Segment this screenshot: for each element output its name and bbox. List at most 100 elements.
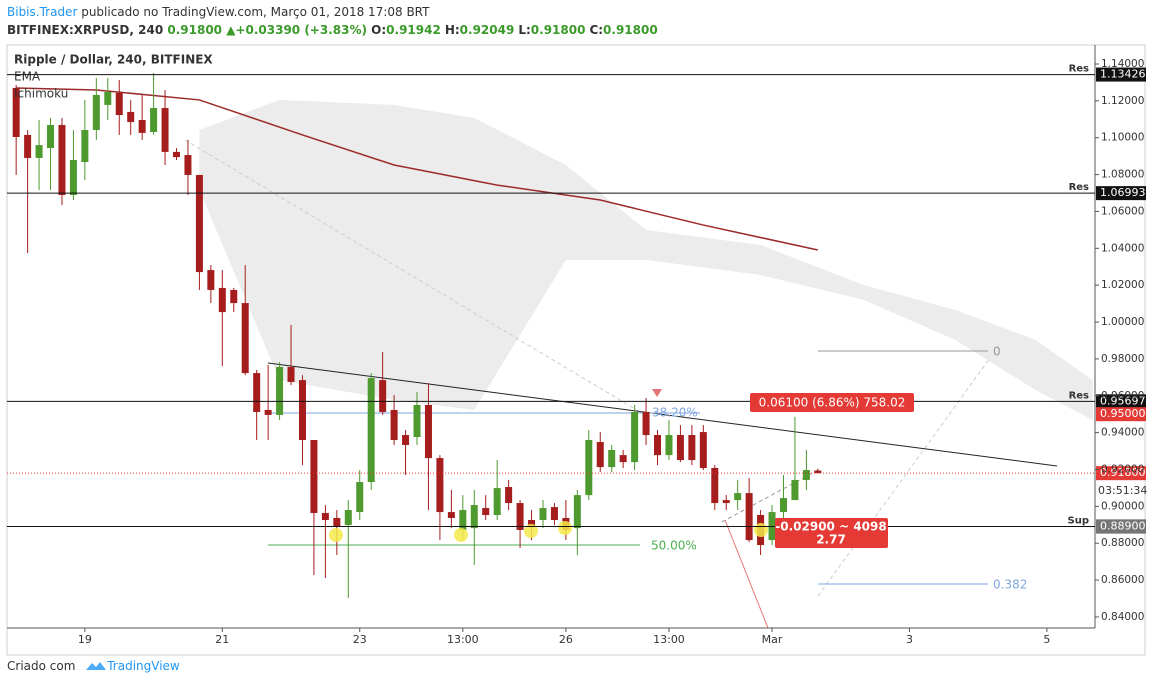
- candle-body: [184, 155, 192, 175]
- candle-body: [619, 455, 627, 463]
- dashed-guide: [184, 139, 641, 413]
- x-tick-label: 21: [215, 633, 229, 646]
- x-tick-label: 19: [78, 633, 92, 646]
- ohlc-value: 0.92049: [459, 23, 515, 37]
- chart-title: Ripple / Dollar, 240, BITFINEX: [14, 53, 213, 67]
- ema-line: [16, 87, 819, 251]
- measure-box: [750, 393, 914, 412]
- candle-body: [573, 495, 581, 529]
- candle-body: [379, 380, 387, 412]
- legend-ema: EMA: [14, 70, 41, 84]
- candle-body: [699, 432, 707, 469]
- up-arrow: ▲: [226, 23, 236, 37]
- candle-body: [344, 510, 352, 525]
- ohlc-label: L:: [518, 23, 531, 37]
- candle-body: [596, 442, 604, 468]
- y-tick-label: 0.92000: [1101, 463, 1144, 475]
- ohlc-value: 0.91800: [530, 23, 586, 37]
- level-tag: Res: [1069, 182, 1089, 193]
- y-tick-label: 1.06000: [1101, 205, 1144, 217]
- candle-body: [172, 151, 180, 158]
- candle-body: [436, 458, 444, 513]
- measure-label: 2.77: [816, 533, 846, 547]
- level-price: 1.06993: [1100, 186, 1146, 199]
- candle-body: [493, 488, 501, 516]
- legend-ichimoku: Ichimoku: [14, 87, 68, 101]
- symbol-line: BITFINEX:XRPUSD, 240 0.91800 ▲+0.03390 (…: [7, 21, 662, 39]
- ohlc-label: C:: [589, 23, 604, 37]
- candle-body: [161, 108, 169, 152]
- y-tick-label: 1.12000: [1101, 95, 1144, 107]
- price-label: 0.95000: [1100, 407, 1146, 420]
- level-tag: Res: [1069, 390, 1089, 401]
- candle-body: [115, 92, 123, 116]
- candle-body: [528, 519, 536, 527]
- candle-body: [424, 404, 432, 459]
- plot-area: [12, 73, 1093, 628]
- price-label: 0.91800: [1100, 466, 1146, 479]
- candle-body: [81, 129, 89, 163]
- candle-body: [276, 367, 284, 415]
- candle-body: [550, 507, 558, 520]
- x-tick-label: 13:00: [653, 633, 685, 646]
- author[interactable]: Bibis.Trader: [7, 5, 78, 19]
- candle-body: [333, 517, 341, 527]
- touch-marker: [524, 524, 538, 538]
- brand[interactable]: TradingView: [107, 659, 180, 673]
- candle-body: [92, 94, 100, 130]
- candle-body: [802, 470, 810, 480]
- y-tick-label: 0.98000: [1101, 353, 1144, 365]
- y-tick-label: 1.00000: [1101, 316, 1144, 328]
- candle-body: [58, 124, 66, 196]
- candle-body: [367, 378, 375, 483]
- candle-body: [631, 411, 639, 463]
- candle-body: [230, 289, 238, 304]
- level-price-box: [1096, 186, 1146, 201]
- candle-body: [676, 435, 684, 461]
- candle-body: [722, 500, 730, 504]
- level-price-box: [1096, 394, 1146, 409]
- level-tag: Res: [1069, 64, 1089, 75]
- ohlc-label: O:: [371, 23, 387, 37]
- symbol: BITFINEX:XRPUSD, 240: [7, 23, 164, 37]
- x-tick-label: 13:00: [447, 633, 479, 646]
- candle-body: [356, 482, 364, 513]
- candle-body: [207, 270, 215, 290]
- y-tick-label: 0.84000: [1101, 611, 1144, 623]
- y-tick-label: 1.10000: [1101, 132, 1144, 144]
- ichimoku-cloud: [199, 99, 1093, 421]
- candle-body: [711, 468, 719, 504]
- x-tick-label: 3: [906, 633, 913, 646]
- frame: [6, 44, 1146, 656]
- y-tick-label: 1.14000: [1101, 58, 1144, 70]
- candle-body: [539, 508, 547, 520]
- measure-line: [724, 519, 769, 628]
- x-tick-label: 5: [1043, 633, 1050, 646]
- candle-body: [745, 493, 753, 541]
- candle-body: [585, 439, 593, 496]
- price-box: [1096, 407, 1146, 422]
- y-tick-label: 1.04000: [1101, 242, 1144, 254]
- y-tick-label: 1.02000: [1101, 279, 1144, 291]
- candle-body: [104, 92, 112, 105]
- candle-body: [310, 439, 318, 513]
- candle-body: [402, 435, 410, 445]
- touch-marker: [454, 528, 468, 542]
- candle-body: [779, 498, 787, 513]
- candle-body: [241, 303, 249, 374]
- candle-body: [298, 380, 306, 440]
- candle-body: [459, 510, 467, 530]
- candle-body: [654, 435, 662, 456]
- price-box: [1096, 519, 1146, 534]
- level-price-box: [1096, 67, 1146, 82]
- ohlc-value: 0.91942: [386, 23, 441, 37]
- publish-line: Bibis.Trader publicado no TradingView.co…: [7, 3, 662, 21]
- candle-body: [127, 111, 135, 123]
- level-tag: Sup: [1068, 515, 1089, 526]
- candle-body: [24, 134, 32, 158]
- y-tick-label: 0.90000: [1101, 500, 1144, 512]
- x-tick-label: 26: [559, 633, 573, 646]
- candle-body: [150, 108, 158, 132]
- candle-body: [470, 505, 478, 529]
